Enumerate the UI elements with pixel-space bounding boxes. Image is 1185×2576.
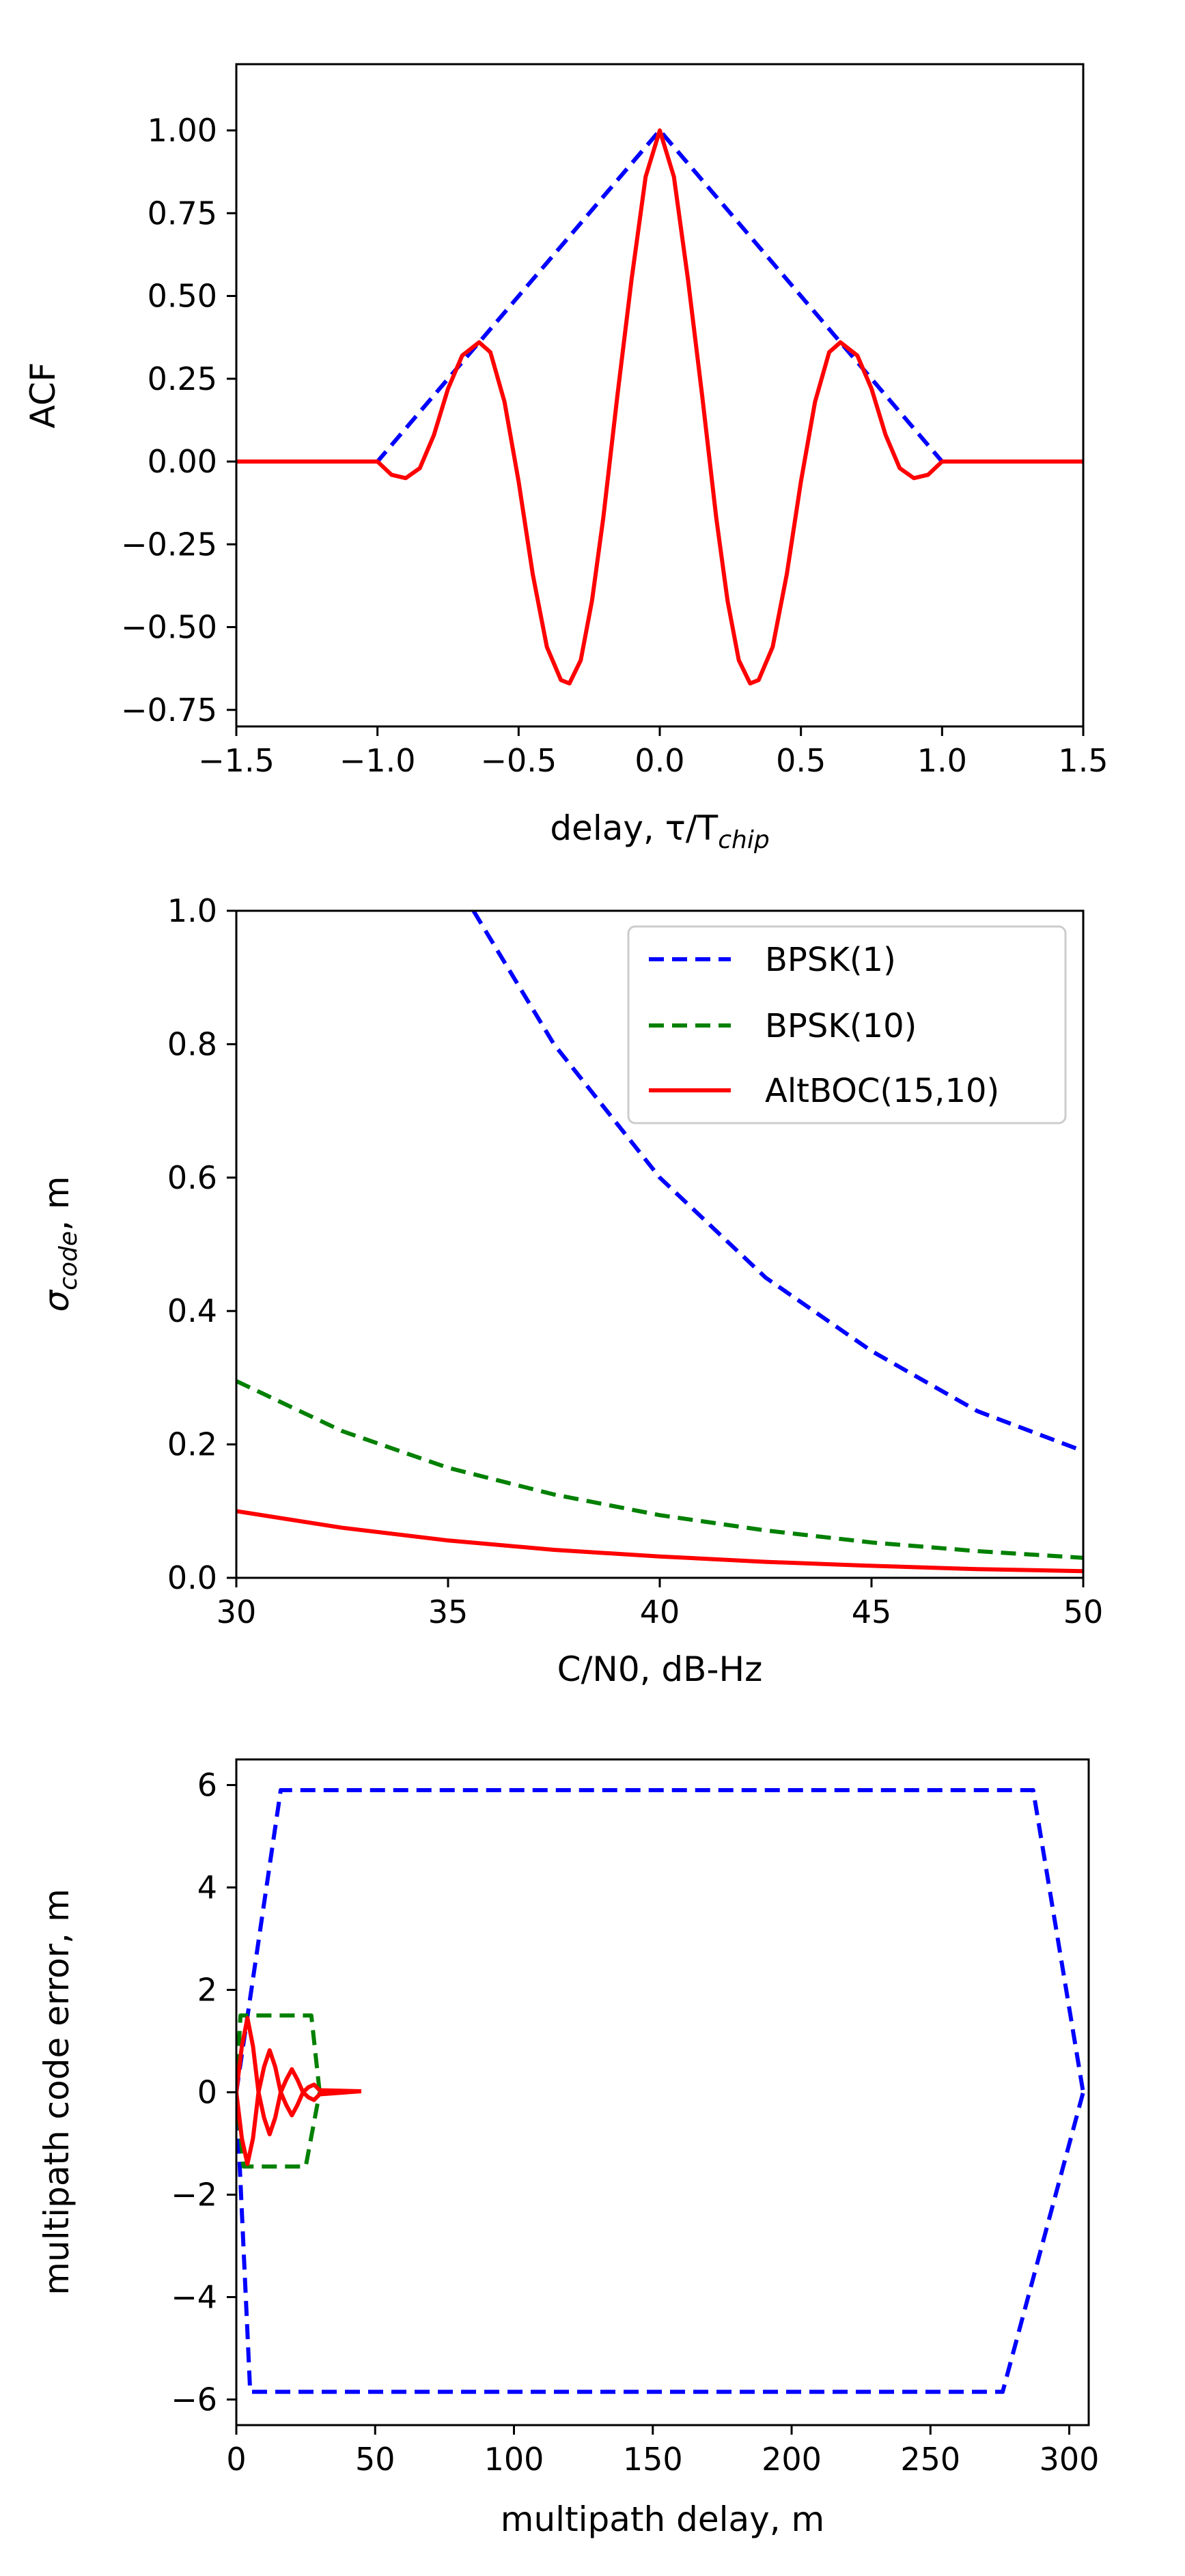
acf-y-tick-label: 0.00 xyxy=(148,443,217,480)
acf-x-tick-label: 1.5 xyxy=(1058,742,1108,779)
sigma-y-tick-label: 1.0 xyxy=(167,892,217,929)
multipath-panel: 0 50 100 150 200 250 300 6 4 2 0 −2 −4 −6 multipath d… xyxy=(37,1758,1099,2539)
multipath-y-tick-label: −4 xyxy=(171,2279,217,2316)
multipath-ticks: 0 50 100 150 200 250 300 6 4 2 0 −2 −4 −6 xyxy=(171,1767,1099,2478)
multipath-x-tick-label: 300 xyxy=(1040,2441,1100,2478)
acf-x-tick-label: −1.5 xyxy=(198,742,275,779)
multipath-y-tick-label: 6 xyxy=(197,1767,217,1804)
multipath-series-altboc-15-10-lower xyxy=(236,2089,362,2166)
multipath-y-tick-label: −2 xyxy=(171,2177,217,2213)
multipath-y-axis-label: multipath code error, m xyxy=(37,1888,76,2295)
sigma-x-axis-label: C/N0, dB-Hz xyxy=(557,1650,763,1689)
sigma-x-tick-label: 50 xyxy=(1063,1594,1104,1630)
sigma-x-tick-label: 30 xyxy=(217,1594,257,1630)
multipath-y-tick-label: 0 xyxy=(197,2074,217,2111)
multipath-x-tick-label: 200 xyxy=(762,2441,822,2478)
multipath-series-bpsk-10-upper xyxy=(236,2013,322,2093)
acf-x-tick-label: 0.5 xyxy=(776,742,826,779)
acf-y-tick-label: 0.50 xyxy=(148,278,217,315)
legend-box xyxy=(627,925,1067,1124)
acf-ticks: −1.5 −1.0 −0.5 0.0 0.5 1.0 1.5 1.00 0.75 0.50 0.25… xyxy=(121,112,1109,779)
sigma-legend: BPSK(1) BPSK(10) AltBOC(15,10) xyxy=(627,925,1067,1124)
sigma-y-tick-label: 0.0 xyxy=(167,1559,217,1596)
legend-label-bpsk10: BPSK(10) xyxy=(765,1007,917,1045)
acf-series-altboc-15-10 xyxy=(236,128,1083,685)
sigma-x-tick-label: 40 xyxy=(640,1594,680,1630)
acf-y-tick-label: 0.75 xyxy=(148,195,217,231)
acf-y-tick-label: −0.50 xyxy=(121,609,217,646)
acf-y-tick-label: −0.25 xyxy=(121,526,217,563)
multipath-x-axis-label: multipath delay, m xyxy=(501,2500,824,2539)
sigma-series-bpsk-1 xyxy=(471,911,1083,1454)
sigma-ticks: 30 35 40 45 50 0.0 0.2 0.4 0.6 0.8 1.0 xyxy=(167,892,1103,1630)
sigma-y-tick-label: 0.2 xyxy=(167,1426,217,1463)
multipath-x-tick-label: 150 xyxy=(623,2441,683,2478)
sigma-y-tick-label: 0.4 xyxy=(167,1292,217,1329)
sigma-plot-area xyxy=(236,911,1083,1574)
acf-x-tick-label: −0.5 xyxy=(480,742,557,779)
multipath-y-tick-label: 2 xyxy=(197,1972,217,2009)
legend-label-altboc: AltBOC(15,10) xyxy=(765,1072,999,1110)
multipath-series-bpsk-1-upper xyxy=(236,1788,1085,2093)
multipath-x-tick-label: 250 xyxy=(900,2441,960,2478)
sigma-y-axis-label: σcode, m xyxy=(37,1176,83,1312)
multipath-x-tick-label: 0 xyxy=(226,2441,246,2478)
multipath-plot-area xyxy=(236,1788,1085,2394)
legend-label-bpsk1: BPSK(1) xyxy=(765,941,896,979)
multipath-x-tick-label: 50 xyxy=(355,2441,395,2478)
acf-x-axis-label: delay, τ/Tchip xyxy=(550,808,769,854)
sigma-panel: 30 35 40 45 50 0.0 0.2 0.4 0.6 0.8 1.0 C/N0, dB-Hz… xyxy=(37,892,1103,1689)
sigma-series-altboc-15-10 xyxy=(236,1509,1083,1574)
sigma-y-tick-label: 0.6 xyxy=(167,1159,217,1196)
acf-plot-area xyxy=(236,128,1083,685)
acf-x-tick-label: −1.0 xyxy=(339,742,416,779)
sigma-x-tick-label: 45 xyxy=(852,1594,892,1630)
acf-y-tick-label: −0.75 xyxy=(121,692,217,728)
acf-y-axis-label: ACF xyxy=(23,363,63,429)
acf-y-tick-label: 0.25 xyxy=(148,360,217,397)
acf-y-tick-label: 1.00 xyxy=(148,112,217,149)
multipath-x-tick-label: 100 xyxy=(484,2441,544,2478)
multipath-y-tick-label: −6 xyxy=(171,2381,217,2418)
sigma-x-tick-label: 35 xyxy=(428,1594,469,1630)
multipath-y-tick-label: 4 xyxy=(197,1869,217,1906)
acf-panel: −1.5 −1.0 −0.5 0.0 0.5 1.0 1.5 1.00 0.75 0.50 0.25… xyxy=(23,63,1109,854)
multipath-series-bpsk-1-lower xyxy=(236,2091,1085,2394)
acf-x-tick-label: 1.0 xyxy=(917,742,967,779)
acf-x-tick-label: 0.0 xyxy=(635,742,684,779)
sigma-series-bpsk-10 xyxy=(236,1379,1083,1560)
sigma-y-tick-label: 0.8 xyxy=(167,1025,217,1062)
